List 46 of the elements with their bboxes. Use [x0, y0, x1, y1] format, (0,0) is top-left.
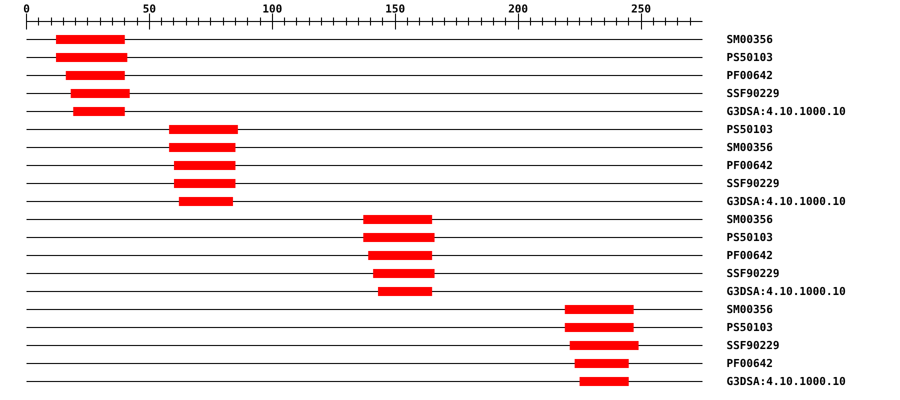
y-tick-label: PS50103 [726, 231, 773, 244]
bar [363, 233, 435, 242]
x-tick-label: 100 [262, 2, 282, 16]
y-tick-label: SM00356 [726, 33, 774, 46]
y-tick-label: PS50103 [726, 321, 773, 334]
y-tick-label: PF00642 [726, 159, 773, 172]
bar [378, 287, 432, 296]
y-tick-label: SSF90229 [726, 267, 780, 280]
bar [169, 143, 236, 152]
y-tick-label: G3DSA:4.10.1000.10 [726, 195, 846, 208]
bar [66, 71, 125, 80]
bar [363, 215, 432, 224]
y-tick-label: G3DSA:4.10.1000.10 [726, 105, 846, 118]
y-tick-label: G3DSA:4.10.1000.10 [726, 285, 846, 298]
bar [564, 305, 634, 314]
bar [570, 341, 639, 350]
y-tick-label: PS50103 [726, 51, 773, 64]
bar [56, 35, 125, 44]
bar [70, 89, 130, 98]
bar [73, 107, 125, 116]
x-tick-label: 0 [23, 2, 30, 16]
y-tick-label: PF00642 [726, 69, 773, 82]
y-tick-label: SSF90229 [726, 87, 780, 100]
bar [174, 179, 236, 188]
x-tick-label: 200 [508, 2, 528, 16]
bar [580, 377, 629, 386]
y-tick-label: PF00642 [726, 249, 773, 262]
y-tick-label: PF00642 [726, 357, 773, 370]
x-tick-label: 150 [385, 2, 406, 16]
bar [56, 53, 128, 62]
bar [178, 197, 233, 206]
y-tick-label: SM00356 [726, 141, 774, 154]
y-tick-label: SSF90229 [726, 339, 780, 352]
bar [174, 161, 236, 170]
y-tick-label: SM00356 [726, 303, 774, 316]
y-tick-label: SSF90229 [726, 177, 780, 190]
x-tick-label: 50 [142, 2, 156, 16]
bar [564, 323, 634, 332]
bar [169, 125, 238, 134]
y-tick-label: SM00356 [726, 213, 774, 226]
bar [574, 359, 629, 368]
y-tick-label: G3DSA:4.10.1000.10 [726, 375, 846, 388]
bar [368, 251, 432, 260]
y-tick-label: PS50103 [726, 123, 773, 136]
bar [373, 269, 435, 278]
x-tick-label: 250 [631, 2, 651, 16]
